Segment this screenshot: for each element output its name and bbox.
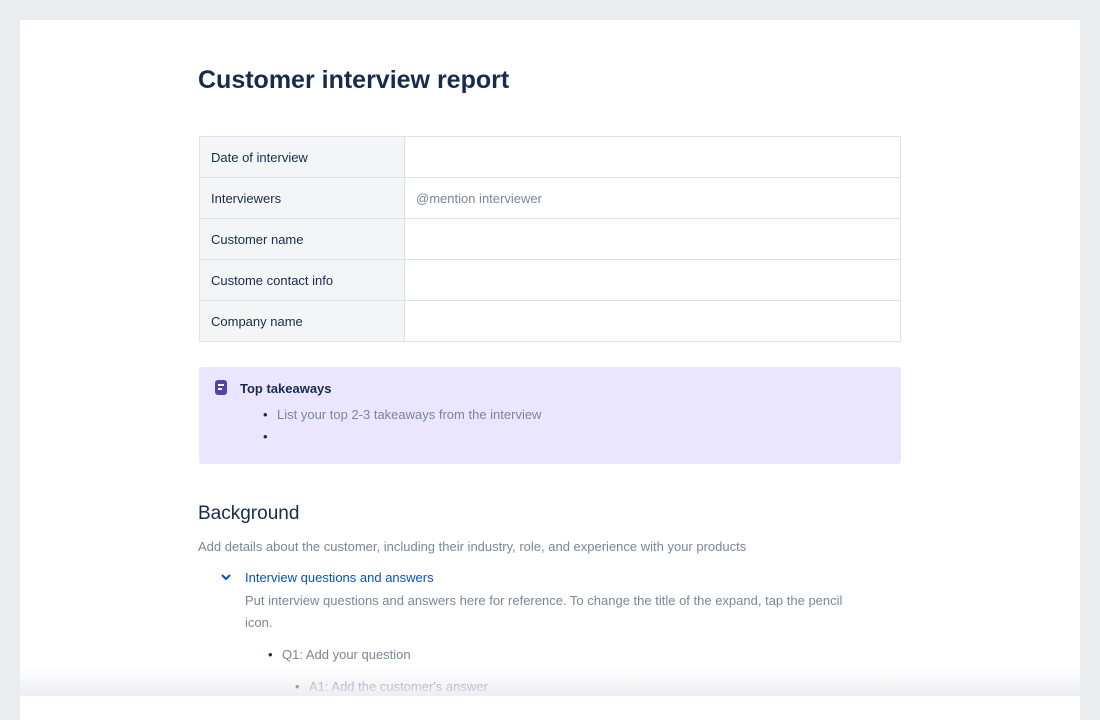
section-heading: Background xyxy=(198,503,300,524)
row-value[interactable] xyxy=(404,136,901,178)
chevron-down-icon[interactable] xyxy=(220,572,232,582)
panel-title: Top takeaways xyxy=(240,381,332,396)
table-row: Company name xyxy=(199,300,901,342)
list-item[interactable]: A1: Add the customer's answer xyxy=(295,679,488,694)
list-item[interactable]: Q1: Add your question xyxy=(268,647,411,662)
row-label: Interviewers xyxy=(199,177,405,219)
expand-title[interactable]: Interview questions and answers xyxy=(245,570,434,585)
expand-text: Put interview questions and answers here… xyxy=(245,593,843,630)
table-row: Date of interview xyxy=(199,136,901,178)
row-label: Company name xyxy=(199,300,405,342)
info-table: Date of interview Interviewers @mention i… xyxy=(199,136,901,342)
background-text: Add details about the customer, includin… xyxy=(198,539,747,554)
row-value[interactable] xyxy=(404,300,901,342)
list-item[interactable]: List your top 2-3 takeaways from the int… xyxy=(263,407,541,422)
table-row: Custome contact info xyxy=(199,259,901,301)
table-row: Customer name xyxy=(199,218,901,260)
row-value[interactable]: @mention interviewer xyxy=(404,177,901,219)
row-label: Custome contact info xyxy=(199,259,405,301)
takeaways-panel: Top takeaways List your top 2-3 takeaway… xyxy=(199,367,901,464)
row-label: Date of interview xyxy=(199,136,405,178)
row-label: Customer name xyxy=(199,218,405,260)
note-icon xyxy=(215,380,227,395)
row-value[interactable] xyxy=(404,259,901,301)
row-value[interactable] xyxy=(404,218,901,260)
page-title: Customer interview report xyxy=(198,66,510,94)
table-row: Interviewers @mention interviewer xyxy=(199,177,901,219)
